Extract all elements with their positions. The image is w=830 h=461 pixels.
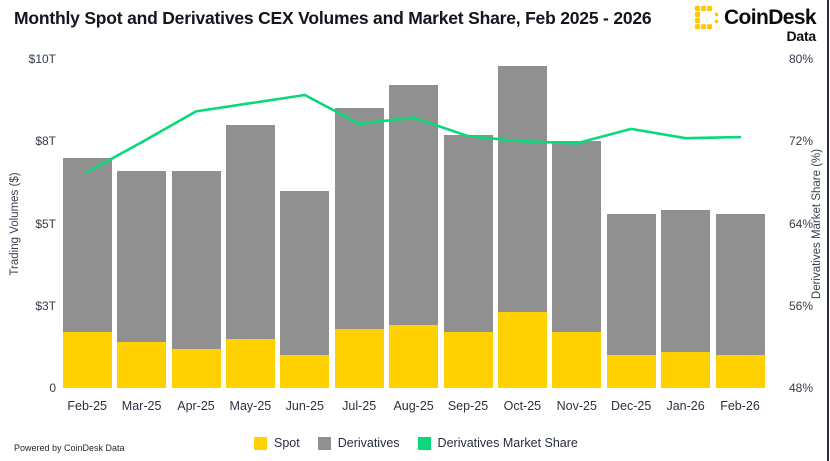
x-axis-label: Jan-26 xyxy=(666,399,705,413)
derivatives-bar-segment[interactable] xyxy=(715,213,765,356)
derivatives-bar-segment[interactable] xyxy=(606,213,656,356)
x-axis-label: Feb-26 xyxy=(720,399,760,413)
y-axis-tick-left: $10T xyxy=(28,52,56,66)
coindesk-logo-icon xyxy=(694,5,720,31)
derivatives-bar-segment[interactable] xyxy=(225,124,275,339)
legend-item-spot[interactable]: Spot xyxy=(254,436,300,450)
derivatives-bar-segment[interactable] xyxy=(171,170,221,349)
x-axis-label: Mar-25 xyxy=(121,399,162,413)
powered-by-text: Powered by CoinDesk Data xyxy=(14,443,125,453)
spot-bar-segment[interactable] xyxy=(280,355,330,388)
y-axis-tick-left: $5T xyxy=(35,216,56,231)
x-axis-label: Feb-25 xyxy=(67,399,107,413)
spot-bar-segment[interactable] xyxy=(171,348,221,388)
legend-item-derivatives[interactable]: Derivatives xyxy=(317,436,400,450)
legend-item-market-share[interactable]: Derivatives Market Share xyxy=(417,436,578,450)
spot-bar-segment[interactable] xyxy=(661,351,711,388)
x-axis-label: May-25 xyxy=(229,399,272,413)
spot-bar-segment[interactable] xyxy=(225,338,275,388)
y-axis-tick-right: 64% xyxy=(789,216,814,231)
coindesk-logo: CoinDesk Data xyxy=(694,5,817,44)
derivatives-bar-segment[interactable] xyxy=(389,85,439,326)
legend-label: Derivatives Market Share xyxy=(437,436,578,450)
x-axis-label: Jul-25 xyxy=(342,399,377,413)
spot-bar-segment[interactable] xyxy=(715,355,765,388)
derivatives-bar-segment[interactable] xyxy=(552,141,602,333)
derivatives-bar-segment[interactable] xyxy=(497,65,547,313)
spot-bar-segment[interactable] xyxy=(552,332,602,388)
legend-label: Spot xyxy=(274,436,300,450)
spot-bar-segment[interactable] xyxy=(117,341,167,388)
window-right-border xyxy=(827,0,829,461)
x-axis-label: Oct-25 xyxy=(503,399,542,413)
y-axis-tick-right: 48% xyxy=(789,381,814,395)
derivatives-bar-segment[interactable] xyxy=(661,210,711,352)
x-axis-label: Dec-25 xyxy=(611,399,652,413)
y-axis-tick-left: 0 xyxy=(49,381,56,395)
derivatives-bar-segment[interactable] xyxy=(62,157,112,333)
x-axis-label: Jun-25 xyxy=(285,399,324,413)
y-axis-tick-right: 72% xyxy=(789,134,814,149)
legend: Spot Derivatives Derivatives Market Shar… xyxy=(254,436,578,450)
derivatives-swatch xyxy=(317,436,331,450)
legend-label: Derivatives xyxy=(337,436,400,450)
coindesk-logo-sub: Data xyxy=(786,28,816,44)
derivatives-bar-segment[interactable] xyxy=(280,190,330,356)
x-axis-label: Aug-25 xyxy=(393,399,434,413)
derivatives-bar-segment[interactable] xyxy=(443,134,493,333)
x-axis-label: Sep-25 xyxy=(447,399,489,413)
y-axis-tick-right: 56% xyxy=(789,298,814,313)
spot-bar-segment[interactable] xyxy=(443,332,493,388)
spot-swatch xyxy=(254,436,267,450)
coindesk-logo-text: CoinDesk xyxy=(723,6,817,29)
spot-bar-segment[interactable] xyxy=(389,325,439,388)
spot-bar-segment[interactable] xyxy=(606,355,656,388)
x-axis-label: Apr-25 xyxy=(177,399,215,413)
x-axis-label: Nov-25 xyxy=(556,399,597,413)
y-axis-tick-left: $3T xyxy=(35,298,56,313)
derivatives-bar-segment[interactable] xyxy=(334,108,384,329)
chart-title: Monthly Spot and Derivatives CEX Volumes… xyxy=(14,8,652,28)
market-share-swatch xyxy=(417,436,431,450)
spot-bar-segment[interactable] xyxy=(334,328,384,388)
y-axis-tick-right: 80% xyxy=(789,52,814,66)
y-axis-tick-left: $8T xyxy=(35,134,56,149)
spot-bar-segment[interactable] xyxy=(497,312,547,388)
derivatives-bar-segment[interactable] xyxy=(117,170,167,342)
spot-bar-segment[interactable] xyxy=(62,332,112,388)
